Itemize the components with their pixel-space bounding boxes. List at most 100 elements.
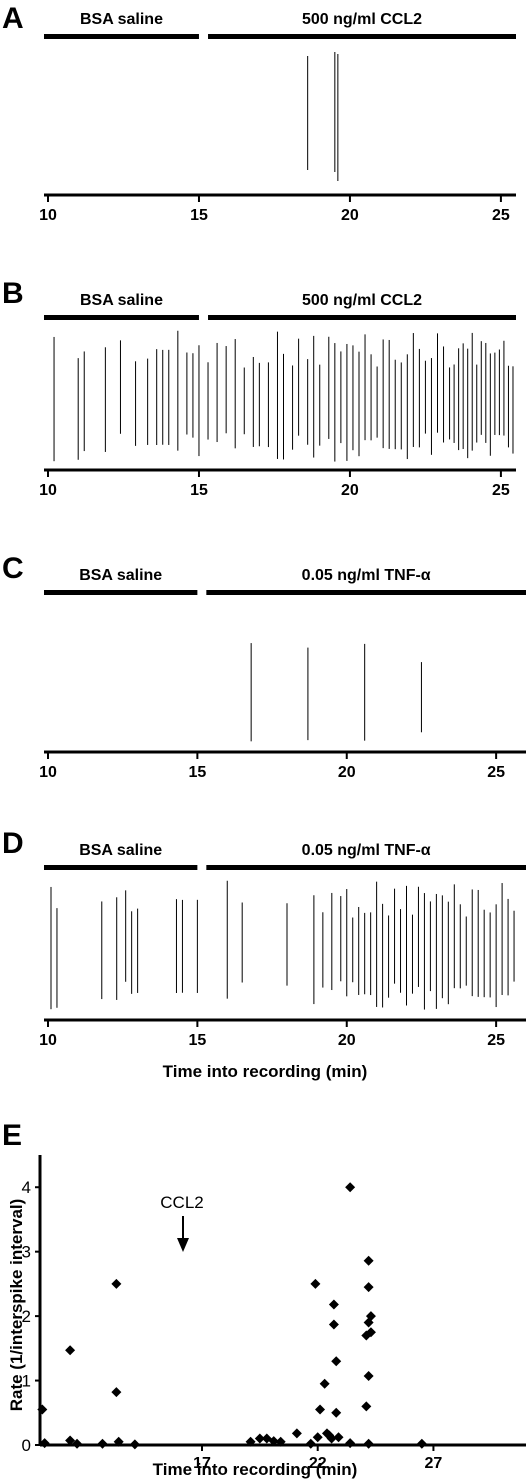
tick-label: 25 <box>492 207 510 224</box>
tick-label: 25 <box>487 764 505 781</box>
scatter-point <box>305 1438 316 1449</box>
scatter-point <box>312 1432 323 1443</box>
scatter-point <box>129 1439 140 1450</box>
scatter-point <box>331 1356 342 1367</box>
condition-bar <box>44 315 199 320</box>
annotation-ccl2: CCL2 <box>160 1193 203 1212</box>
y-axis-title-e: Rate (1/interspike interval) <box>7 1199 26 1412</box>
time-axis: 10 15 20 25 <box>39 468 516 499</box>
scatter-point <box>363 1371 374 1382</box>
scatter-point <box>345 1182 356 1193</box>
scatter-point <box>363 1255 374 1266</box>
condition-bar <box>208 315 516 320</box>
spike-train <box>53 330 514 462</box>
condition-bar <box>44 865 198 870</box>
scatter-point <box>275 1436 286 1447</box>
condition-bars: BSA saline 500 ng/ml CCL2 <box>44 11 516 39</box>
scatter-axes: 0 1 2 3 4 17 22 27 <box>22 1155 526 1472</box>
panel-letter-d: D <box>2 827 24 860</box>
tick-label: 10 <box>39 482 57 499</box>
y-tick-label: 2 <box>22 1307 31 1326</box>
panel-letter-c: C <box>2 552 24 585</box>
scatter-point <box>111 1387 122 1398</box>
condition-bars: BSA saline 0.05 ng/ml TNF-α <box>44 842 526 870</box>
scatter-point <box>245 1436 256 1447</box>
scatter-point <box>363 1282 374 1293</box>
time-axis: 10 15 20 25 <box>39 1018 526 1049</box>
condition-label: 0.05 ng/ml TNF-α <box>302 842 431 859</box>
spike-train <box>50 880 515 1010</box>
y-tick-label: 4 <box>22 1178 31 1197</box>
condition-label: BSA saline <box>79 842 162 859</box>
scatter-point <box>65 1345 76 1356</box>
scatter-point <box>39 1438 50 1449</box>
panel-b: B BSA saline 500 ng/ml CCL2 10 15 20 25 <box>2 277 516 499</box>
scatter-point <box>254 1433 265 1444</box>
panel-c: C BSA saline 0.05 ng/ml TNF-α 10 15 20 25 <box>2 552 526 781</box>
condition-bar <box>208 34 516 39</box>
x-tick-label: 17 <box>193 1455 211 1472</box>
panel-letter-a: A <box>2 2 24 35</box>
scatter-point <box>97 1438 108 1449</box>
scatter-point <box>326 1433 337 1444</box>
x-tick-label: 22 <box>309 1455 327 1472</box>
condition-label: 500 ng/ml CCL2 <box>302 11 422 28</box>
spike-train <box>307 52 339 181</box>
y-tick-label: 3 <box>22 1243 31 1262</box>
tick-label: 15 <box>190 482 208 499</box>
panel-d: D BSA saline 0.05 ng/ml TNF-α 10 15 20 25 Ti… <box>2 827 526 1081</box>
scatter-point <box>331 1407 342 1418</box>
tick-label: 20 <box>341 482 359 499</box>
scatter-point <box>363 1438 374 1449</box>
scatter-point <box>111 1278 122 1289</box>
tick-label: 20 <box>338 764 356 781</box>
time-axis: 10 15 20 25 <box>39 750 526 781</box>
scatter-point <box>416 1438 427 1449</box>
spike-train <box>250 643 422 742</box>
scatter-point <box>310 1278 321 1289</box>
scatter-point <box>72 1438 83 1449</box>
condition-bar <box>44 590 198 595</box>
scatter-point <box>291 1428 302 1439</box>
scatter-point <box>65 1435 76 1446</box>
y-tick-label: 0 <box>22 1436 31 1455</box>
condition-label: BSA saline <box>80 292 163 309</box>
scatter-point <box>37 1404 48 1415</box>
condition-label: BSA saline <box>80 11 163 28</box>
condition-label: 0.05 ng/ml TNF-α <box>302 567 431 584</box>
scatter-point <box>363 1317 374 1328</box>
condition-bars: BSA saline 0.05 ng/ml TNF-α <box>44 567 526 595</box>
scatter-point <box>113 1436 124 1447</box>
condition-bars: BSA saline 500 ng/ml CCL2 <box>44 292 516 320</box>
panel-a: A BSA saline 500 ng/ml CCL2 10 15 20 25 <box>2 2 516 224</box>
condition-bar <box>206 590 526 595</box>
tick-label: 25 <box>487 1032 505 1049</box>
tick-label: 10 <box>39 1032 57 1049</box>
panel-letter-e: E <box>2 1119 22 1152</box>
scatter-point <box>361 1330 372 1341</box>
panel-letter-b: B <box>2 277 24 310</box>
x-axis-title-e: Time into recording (min) <box>153 1460 358 1479</box>
tick-label: 15 <box>188 1032 206 1049</box>
scatter-point <box>268 1436 279 1447</box>
condition-bar <box>206 865 526 870</box>
time-axis: 10 15 20 25 <box>39 193 516 224</box>
scatter-point <box>333 1432 344 1443</box>
tick-label: 10 <box>39 764 57 781</box>
scatter-point <box>345 1438 356 1449</box>
tick-label: 20 <box>341 207 359 224</box>
condition-label: 500 ng/ml CCL2 <box>302 292 422 309</box>
tick-label: 20 <box>338 1032 356 1049</box>
scatter-point <box>361 1401 372 1412</box>
y-tick-label: 1 <box>22 1372 31 1391</box>
tick-label: 15 <box>188 764 206 781</box>
x-axis-title-d: Time into recording (min) <box>163 1062 368 1081</box>
tick-label: 25 <box>492 482 510 499</box>
tick-label: 10 <box>39 207 57 224</box>
scatter-point <box>328 1319 339 1330</box>
tick-label: 15 <box>190 207 208 224</box>
annotation-arrow <box>177 1216 189 1252</box>
scatter-point <box>328 1299 339 1310</box>
scatter-points <box>37 1182 427 1450</box>
